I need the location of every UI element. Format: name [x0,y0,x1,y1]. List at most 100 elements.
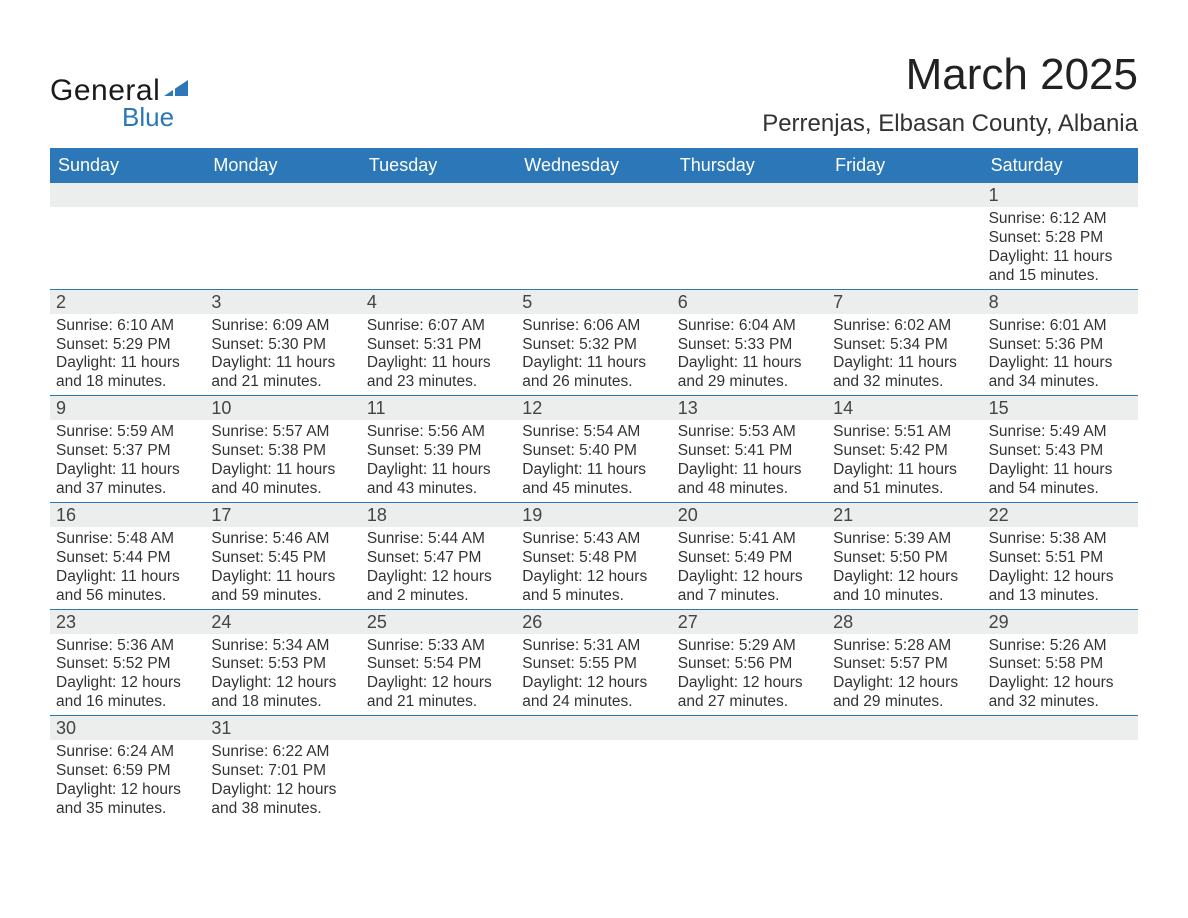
sunset-line: Sunset: 5:55 PM [522,655,665,674]
daylight-line: and 54 minutes. [989,480,1132,499]
daylight-line: and 24 minutes. [522,693,665,712]
dow-saturday: Saturday [983,148,1138,183]
sunset-line: Sunset: 5:31 PM [367,336,510,355]
day-cell [983,716,1138,822]
daylight-line: and 18 minutes. [211,693,354,712]
day-number [672,716,827,740]
day-number: 31 [205,716,360,740]
sunrise-line: Sunrise: 5:33 AM [367,637,510,656]
day-cell: 31Sunrise: 6:22 AMSunset: 7:01 PMDayligh… [205,716,360,822]
day-number: 20 [672,503,827,527]
daylight-line: Daylight: 12 hours [522,674,665,693]
sunset-line: Sunset: 5:54 PM [367,655,510,674]
day-cell [672,183,827,289]
day-number [827,183,982,207]
daylight-line: and 26 minutes. [522,373,665,392]
daylight-line: and 18 minutes. [56,373,199,392]
sunset-line: Sunset: 5:41 PM [678,442,821,461]
sunset-line: Sunset: 5:29 PM [56,336,199,355]
day-cell: 8Sunrise: 6:01 AMSunset: 5:36 PMDaylight… [983,290,1138,396]
day-cell: 30Sunrise: 6:24 AMSunset: 6:59 PMDayligh… [50,716,205,822]
calendar: Sunday Monday Tuesday Wednesday Thursday… [50,148,1138,822]
day-number [50,183,205,207]
day-number: 26 [516,610,671,634]
day-cell: 7Sunrise: 6:02 AMSunset: 5:34 PMDaylight… [827,290,982,396]
daylight-line: Daylight: 12 hours [678,568,821,587]
daylight-line: Daylight: 12 hours [367,568,510,587]
sunset-line: Sunset: 5:40 PM [522,442,665,461]
daylight-line: Daylight: 12 hours [678,674,821,693]
day-number: 13 [672,396,827,420]
sunrise-line: Sunrise: 5:44 AM [367,530,510,549]
sunset-line: Sunset: 5:56 PM [678,655,821,674]
sunrise-line: Sunrise: 6:01 AM [989,317,1132,336]
daylight-line: and 15 minutes. [989,267,1132,286]
daylight-line: and 5 minutes. [522,587,665,606]
day-cell [516,716,671,822]
daylight-line: Daylight: 11 hours [56,568,199,587]
sunset-line: Sunset: 5:48 PM [522,549,665,568]
day-cell: 14Sunrise: 5:51 AMSunset: 5:42 PMDayligh… [827,396,982,502]
dow-monday: Monday [205,148,360,183]
daylight-line: Daylight: 11 hours [989,248,1132,267]
day-cell [361,183,516,289]
day-number [361,716,516,740]
day-number [205,183,360,207]
daylight-line: Daylight: 11 hours [367,461,510,480]
sunset-line: Sunset: 5:49 PM [678,549,821,568]
day-number: 12 [516,396,671,420]
day-number [516,716,671,740]
day-number [983,716,1138,740]
day-of-week-header: Sunday Monday Tuesday Wednesday Thursday… [50,148,1138,183]
day-number: 8 [983,290,1138,314]
sunrise-line: Sunrise: 5:53 AM [678,423,821,442]
daylight-line: Daylight: 11 hours [678,461,821,480]
daylight-line: Daylight: 12 hours [989,674,1132,693]
day-cell: 1Sunrise: 6:12 AMSunset: 5:28 PMDaylight… [983,183,1138,289]
day-cell: 18Sunrise: 5:44 AMSunset: 5:47 PMDayligh… [361,503,516,609]
sunset-line: Sunset: 5:43 PM [989,442,1132,461]
weeks-container: 1Sunrise: 6:12 AMSunset: 5:28 PMDaylight… [50,183,1138,822]
sunset-line: Sunset: 5:53 PM [211,655,354,674]
day-number: 27 [672,610,827,634]
day-cell: 13 Sunrise: 5:53 AMSunset: 5:41 PMDayligh… [672,396,827,502]
sunrise-line: Sunrise: 5:59 AM [56,423,199,442]
week-row: 16Sunrise: 5:48 AMSunset: 5:44 PMDayligh… [50,503,1138,610]
sunset-line: Sunset: 5:28 PM [989,229,1132,248]
week-row: 2Sunrise: 6:10 AMSunset: 5:29 PMDaylight… [50,290,1138,397]
sunset-line: Sunset: 5:58 PM [989,655,1132,674]
day-number: 24 [205,610,360,634]
day-cell: 19Sunrise: 5:43 AMSunset: 5:48 PMDayligh… [516,503,671,609]
sunrise-line: Sunrise: 6:07 AM [367,317,510,336]
sunset-line: Sunset: 5:36 PM [989,336,1132,355]
daylight-line: Daylight: 11 hours [56,461,199,480]
daylight-line: and 45 minutes. [522,480,665,499]
week-row: 30Sunrise: 6:24 AMSunset: 6:59 PMDayligh… [50,716,1138,822]
daylight-line: and 48 minutes. [678,480,821,499]
sunrise-line: Sunrise: 6:22 AM [211,743,354,762]
day-cell: 22Sunrise: 5:38 AMSunset: 5:51 PMDayligh… [983,503,1138,609]
day-number: 5 [516,290,671,314]
day-cell: 27Sunrise: 5:29 AMSunset: 5:56 PMDayligh… [672,610,827,716]
dow-sunday: Sunday [50,148,205,183]
sunset-line: Sunset: 5:42 PM [833,442,976,461]
sunrise-line: Sunrise: 5:26 AM [989,637,1132,656]
daylight-line: and 40 minutes. [211,480,354,499]
day-number [516,183,671,207]
sunset-line: Sunset: 5:51 PM [989,549,1132,568]
day-cell: 24Sunrise: 5:34 AMSunset: 5:53 PMDayligh… [205,610,360,716]
day-cell: 4Sunrise: 6:07 AMSunset: 5:31 PMDaylight… [361,290,516,396]
sunrise-line: Sunrise: 5:31 AM [522,637,665,656]
day-cell [672,716,827,822]
sunset-line: Sunset: 5:33 PM [678,336,821,355]
sunset-line: Sunset: 5:32 PM [522,336,665,355]
day-number: 10 [205,396,360,420]
day-number [672,183,827,207]
day-number: 11 [361,396,516,420]
day-cell: 23Sunrise: 5:36 AMSunset: 5:52 PMDayligh… [50,610,205,716]
day-cell [827,716,982,822]
day-number: 15 [983,396,1138,420]
day-number: 18 [361,503,516,527]
dow-friday: Friday [827,148,982,183]
daylight-line: and 21 minutes. [367,693,510,712]
